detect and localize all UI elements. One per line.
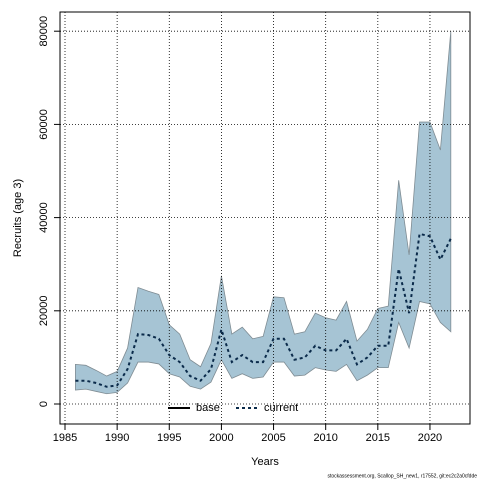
x-tick-label: 2020 xyxy=(418,432,442,444)
x-tick-label: 2000 xyxy=(209,432,233,444)
x-tick-label: 1990 xyxy=(105,432,129,444)
y-axis-label: Recruits (age 3) xyxy=(12,179,24,257)
x-tick-label: 2005 xyxy=(261,432,285,444)
y-tick-label: 0 xyxy=(38,401,50,407)
y-tick-label: 60000 xyxy=(38,109,50,140)
legend-label: current xyxy=(264,402,298,414)
x-tick-label: 2015 xyxy=(366,432,390,444)
confidence-band xyxy=(75,31,452,395)
y-tick-label: 80000 xyxy=(38,16,50,47)
x-axis-label: Years xyxy=(251,456,279,468)
x-tick-label: 2010 xyxy=(313,432,337,444)
x-tick-label: 1985 xyxy=(53,432,77,444)
footer: stockassessment.org, Scallop_SH_new1, r1… xyxy=(327,473,477,479)
plot-frame xyxy=(59,11,471,425)
y-tick-label: 40000 xyxy=(38,202,50,233)
y-tick-label: 20000 xyxy=(38,296,50,327)
legend-label: base xyxy=(196,402,220,414)
median-line xyxy=(75,232,452,388)
x-tick-label: 1995 xyxy=(157,432,181,444)
